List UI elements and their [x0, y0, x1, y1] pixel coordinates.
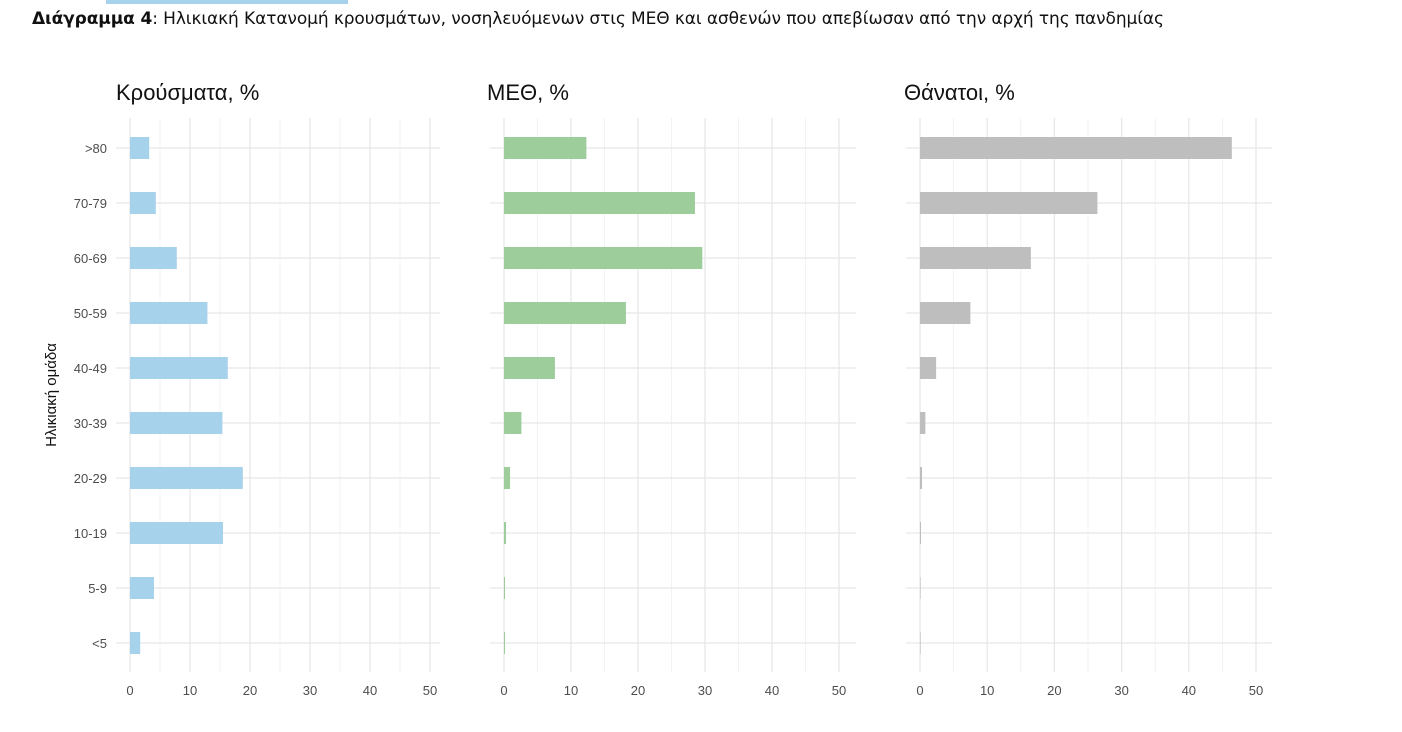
bar-2-<5 [504, 632, 505, 654]
y-tick-label: 20-29 [74, 471, 107, 486]
bar-1-5-9 [130, 577, 154, 599]
bar-2-10-19 [504, 522, 507, 544]
bar-3-30-39 [920, 412, 926, 434]
y-tick-label: <5 [92, 636, 107, 651]
y-tick-label: 60-69 [74, 251, 107, 266]
bar-1-<5 [130, 632, 141, 654]
y-tick-label: 30-39 [74, 416, 107, 431]
bar-2-50-59 [504, 302, 626, 324]
bar-1->80 [130, 137, 150, 159]
panel-title-3: Θάνατοι, % [904, 80, 1015, 105]
bar-1-60-69 [130, 247, 177, 269]
y-tick-label: >80 [85, 141, 107, 156]
x-tick-label: 0 [916, 683, 923, 698]
x-tick-label: 20 [243, 683, 257, 698]
bar-2->80 [504, 137, 587, 159]
bar-3-40-49 [920, 357, 937, 379]
bar-1-40-49 [130, 357, 228, 379]
x-tick-label: 30 [1114, 683, 1128, 698]
bar-2-40-49 [504, 357, 555, 379]
x-tick-label: 10 [183, 683, 197, 698]
figure-caption-label: Διάγραμμα 4 [32, 9, 153, 29]
bar-3-<5 [920, 632, 921, 654]
bar-1-30-39 [130, 412, 223, 434]
y-tick-label: 70-79 [74, 196, 107, 211]
bar-1-10-19 [130, 522, 223, 544]
bar-2-60-69 [504, 247, 703, 269]
x-tick-label: 0 [500, 683, 507, 698]
x-tick-label: 50 [1249, 683, 1263, 698]
y-axis-title: Ηλικιακή ομάδα [43, 343, 60, 447]
bar-3-20-29 [920, 467, 923, 489]
bar-3-70-79 [920, 192, 1098, 214]
figure-caption-text: : Ηλικιακή Κατανομή κρουσμάτων, νοσηλευό… [152, 9, 1164, 29]
bar-3-50-59 [920, 302, 971, 324]
bar-3-10-19 [920, 522, 921, 544]
x-tick-label: 50 [423, 683, 437, 698]
bar-1-70-79 [130, 192, 156, 214]
x-tick-label: 10 [980, 683, 994, 698]
bar-2-20-29 [504, 467, 511, 489]
top-highlight-strip [106, 0, 348, 4]
panel-title-2: ΜΕΘ, % [487, 80, 569, 105]
bar-3-5-9 [920, 577, 921, 599]
y-tick-label: 40-49 [74, 361, 107, 376]
x-tick-label: 40 [1182, 683, 1196, 698]
x-tick-label: 0 [126, 683, 133, 698]
panel-title-1: Κρούσματα, % [116, 80, 259, 105]
x-tick-label: 40 [765, 683, 779, 698]
bar-3->80 [920, 137, 1232, 159]
y-tick-label: 5-9 [88, 581, 107, 596]
bar-1-20-29 [130, 467, 243, 489]
bar-2-30-39 [504, 412, 522, 434]
bar-1-50-59 [130, 302, 208, 324]
x-tick-label: 20 [631, 683, 645, 698]
y-tick-label: 50-59 [74, 306, 107, 321]
bar-3-60-69 [920, 247, 1031, 269]
x-tick-label: 30 [303, 683, 317, 698]
bar-2-5-9 [504, 577, 506, 599]
figure-caption: Διάγραμμα 4: Ηλικιακή Κατανομή κρουσμάτω… [32, 9, 1164, 29]
y-tick-label: 10-19 [74, 526, 107, 541]
x-tick-label: 30 [698, 683, 712, 698]
x-tick-label: 20 [1047, 683, 1061, 698]
x-tick-label: 10 [564, 683, 578, 698]
bar-2-70-79 [504, 192, 695, 214]
x-tick-label: 50 [832, 683, 846, 698]
x-tick-label: 40 [363, 683, 377, 698]
